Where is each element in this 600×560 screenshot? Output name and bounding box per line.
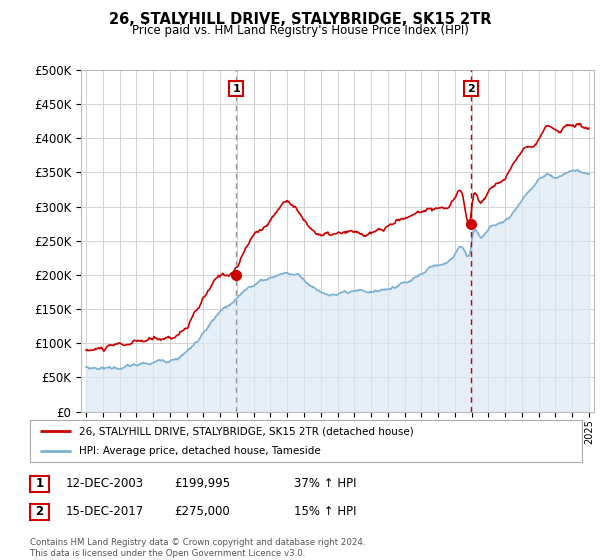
Text: 2: 2 xyxy=(467,83,475,94)
Text: 1: 1 xyxy=(232,83,240,94)
Text: 2: 2 xyxy=(35,505,44,519)
Text: £199,995: £199,995 xyxy=(174,477,230,491)
Text: 26, STALYHILL DRIVE, STALYBRIDGE, SK15 2TR: 26, STALYHILL DRIVE, STALYBRIDGE, SK15 2… xyxy=(109,12,491,27)
Text: 37% ↑ HPI: 37% ↑ HPI xyxy=(294,477,356,491)
Text: £275,000: £275,000 xyxy=(174,505,230,519)
Text: HPI: Average price, detached house, Tameside: HPI: Average price, detached house, Tame… xyxy=(79,446,320,456)
Text: 1: 1 xyxy=(35,477,44,491)
Text: 15-DEC-2017: 15-DEC-2017 xyxy=(66,505,144,519)
Text: 12-DEC-2003: 12-DEC-2003 xyxy=(66,477,144,491)
Text: 15% ↑ HPI: 15% ↑ HPI xyxy=(294,505,356,519)
Text: Contains HM Land Registry data © Crown copyright and database right 2024.
This d: Contains HM Land Registry data © Crown c… xyxy=(30,538,365,558)
Text: 26, STALYHILL DRIVE, STALYBRIDGE, SK15 2TR (detached house): 26, STALYHILL DRIVE, STALYBRIDGE, SK15 2… xyxy=(79,426,413,436)
Text: Price paid vs. HM Land Registry's House Price Index (HPI): Price paid vs. HM Land Registry's House … xyxy=(131,24,469,37)
